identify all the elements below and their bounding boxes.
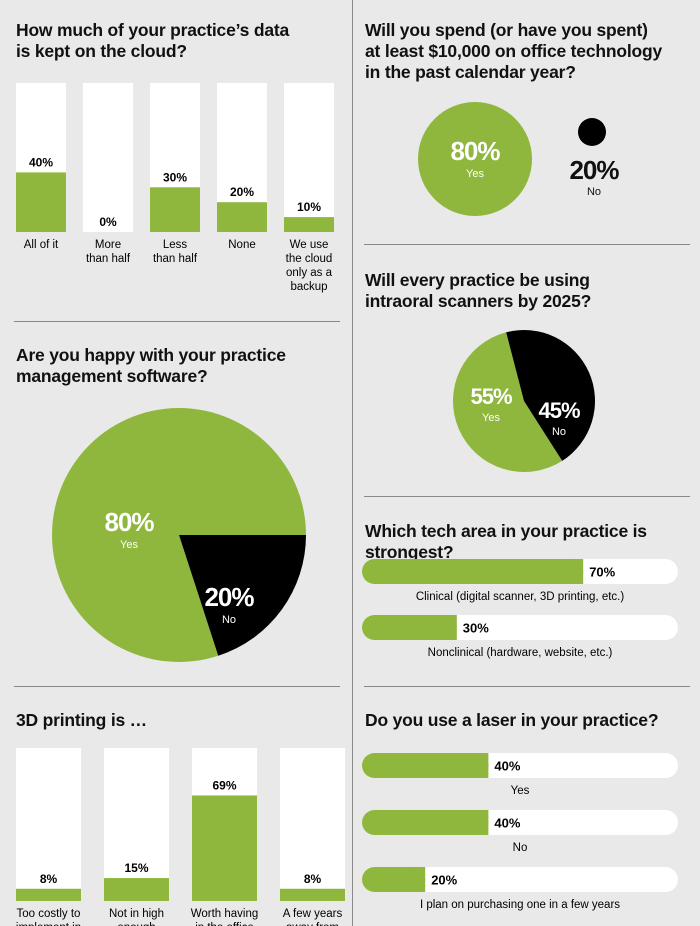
laser-bar-end bbox=[475, 810, 489, 835]
right-divider-1 bbox=[364, 244, 690, 245]
cloud-category-label: All of it bbox=[24, 239, 59, 251]
cloud-category-label: More bbox=[95, 239, 121, 251]
spend-bubble-yes bbox=[418, 102, 532, 216]
scanners-yes-value: 55% bbox=[470, 384, 511, 409]
cloud-category-label: the cloud bbox=[286, 253, 333, 265]
printing-value-label: 15% bbox=[124, 861, 148, 875]
cloud-category-label: None bbox=[228, 239, 256, 251]
laser-bar-chart: 40% Yes 40% No 20% I plan on purchasing one i… bbox=[362, 753, 678, 911]
strongest-category-label: Clinical (digital scanner, 3D printing, … bbox=[416, 591, 625, 603]
scanners-slice-yes bbox=[452, 332, 563, 472]
pms-no-label: No bbox=[222, 614, 236, 626]
laser-value-label: 40% bbox=[494, 816, 520, 831]
printing-track bbox=[104, 748, 169, 901]
strongest-category-label: Nonclinical (hardware, website, etc.) bbox=[428, 647, 613, 659]
cloud-bar bbox=[284, 217, 334, 232]
right-divider-3 bbox=[364, 686, 690, 687]
spend-no-label: No bbox=[587, 186, 601, 198]
laser-category-label: I plan on purchasing one in a few years bbox=[420, 899, 620, 911]
pms-slice-no bbox=[179, 535, 306, 656]
strongest-bar bbox=[362, 559, 584, 584]
printing-category-label: Worth having bbox=[191, 908, 259, 920]
cloud-bar bbox=[16, 172, 66, 232]
printing-bar bbox=[192, 795, 257, 901]
scanners-no-label: No bbox=[552, 426, 566, 438]
printing-category-label: Too costly to bbox=[17, 908, 81, 920]
laser-value-label: 20% bbox=[431, 873, 457, 888]
laser-bar bbox=[362, 867, 426, 892]
printing-category-label: enough bbox=[117, 922, 155, 926]
pms-yes-label: Yes bbox=[120, 539, 138, 551]
laser-category-label: No bbox=[513, 842, 528, 854]
cloud-category-label: than half bbox=[86, 253, 131, 265]
printing-value-label: 8% bbox=[40, 872, 58, 886]
cloud-title: How much of your practice’s data is kept… bbox=[16, 20, 290, 61]
pms-pie-chart: 80% Yes 20% No bbox=[51, 408, 307, 662]
printing-category-label: away from bbox=[286, 922, 339, 926]
printing-bar bbox=[104, 878, 169, 901]
scanners-yes-label: Yes bbox=[482, 412, 500, 424]
laser-bar bbox=[362, 810, 489, 835]
laser-track bbox=[362, 867, 678, 892]
printing-category-label: in the office bbox=[195, 922, 254, 926]
scanners-title: Will every practice be using intraoral s… bbox=[365, 270, 592, 311]
right-divider-2 bbox=[364, 496, 690, 497]
center-divider bbox=[352, 0, 353, 926]
strongest-value-label: 30% bbox=[463, 621, 489, 636]
cloud-category-label: We use bbox=[290, 239, 329, 251]
spend-bubble-no bbox=[578, 118, 606, 146]
scanners-no-value: 45% bbox=[538, 398, 579, 423]
spend-no-value: 20% bbox=[569, 155, 619, 185]
laser-bar-end bbox=[475, 753, 489, 778]
laser-bar-end bbox=[412, 867, 426, 892]
printing-title: 3D printing is … bbox=[16, 710, 147, 730]
strongest-title: Which tech area in your practice is stro… bbox=[365, 521, 647, 562]
printing-category-label: A few years bbox=[283, 908, 343, 920]
laser-value-label: 40% bbox=[494, 759, 520, 774]
printing-value-label: 69% bbox=[212, 778, 236, 792]
scanners-slice-no bbox=[506, 330, 595, 461]
spend-title: Will you spend (or have you spent) at le… bbox=[365, 20, 663, 82]
pms-title: Are you happy with your practice managem… bbox=[16, 345, 286, 386]
left-divider-1 bbox=[14, 321, 340, 322]
strongest-bar bbox=[362, 615, 457, 640]
laser-bar bbox=[362, 753, 489, 778]
spend-yes-value: 80% bbox=[450, 136, 500, 166]
strongest-value-label: 70% bbox=[589, 565, 615, 580]
printing-category-label: implement in bbox=[16, 922, 81, 926]
left-divider-2 bbox=[14, 686, 340, 687]
cloud-value-label: 0% bbox=[99, 215, 117, 229]
strongest-bar-end bbox=[570, 559, 584, 584]
cloud-value-label: 30% bbox=[163, 170, 187, 184]
cloud-category-label: than half bbox=[153, 253, 198, 265]
cloud-bar-chart: 40% All of it 0% More than half 30% Less than h… bbox=[16, 83, 334, 293]
cloud-bar bbox=[150, 187, 200, 232]
pms-no-value: 20% bbox=[204, 582, 254, 612]
cloud-value-label: 10% bbox=[297, 200, 321, 214]
cloud-track bbox=[83, 83, 133, 232]
printing-bar-chart: 8%Too costly toimplement inortho15%Not i… bbox=[16, 748, 345, 926]
cloud-track bbox=[284, 83, 334, 232]
pms-yes-value: 80% bbox=[104, 507, 154, 537]
printing-bar bbox=[16, 888, 81, 901]
spend-yes-label: Yes bbox=[466, 168, 484, 180]
cloud-value-label: 40% bbox=[29, 155, 53, 169]
printing-track bbox=[280, 748, 345, 901]
printing-bar bbox=[280, 888, 345, 901]
cloud-category-label: backup bbox=[290, 281, 327, 293]
scanners-pie-chart: 55% Yes 45% No bbox=[452, 330, 595, 472]
printing-category-label: Not in high bbox=[109, 908, 164, 920]
printing-value-label: 8% bbox=[304, 872, 322, 886]
laser-title: Do you use a laser in your practice? bbox=[365, 710, 659, 730]
printing-track bbox=[16, 748, 81, 901]
cloud-value-label: 20% bbox=[230, 185, 254, 199]
cloud-category-label: Less bbox=[163, 239, 188, 251]
laser-category-label: Yes bbox=[511, 785, 530, 797]
spend-bubble-chart: 80% Yes 20%No bbox=[418, 102, 620, 216]
strongest-bar-chart: 70% Clinical (digital scanner, 3D printin… bbox=[362, 559, 678, 659]
cloud-category-label: only as a bbox=[286, 267, 333, 279]
cloud-bar bbox=[217, 202, 267, 232]
strongest-bar-end bbox=[444, 615, 457, 640]
